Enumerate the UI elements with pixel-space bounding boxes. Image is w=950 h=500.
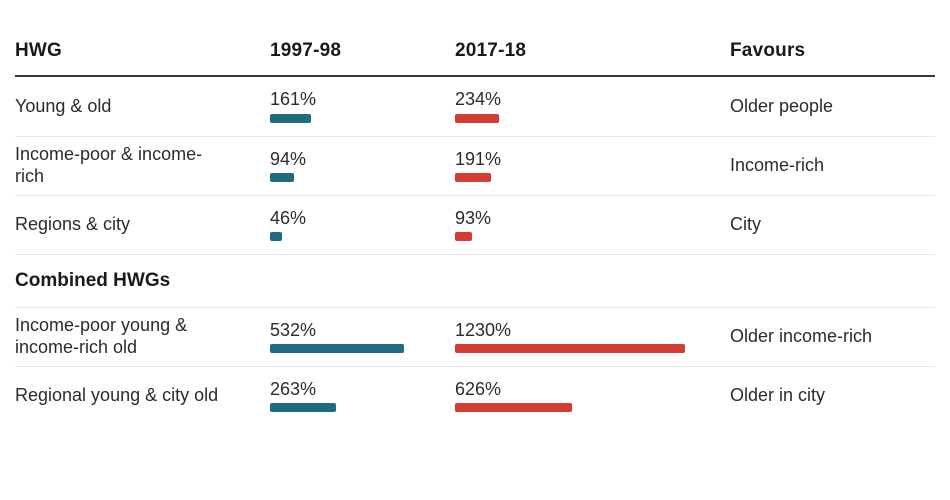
table-row: Young & old 161% 234% Older people bbox=[15, 77, 935, 136]
bar-2017 bbox=[455, 403, 573, 413]
value-label-2017: 1230% bbox=[455, 319, 512, 340]
value-cell-1997: 94% bbox=[270, 148, 455, 183]
value-cell-2017: 191% bbox=[455, 148, 730, 183]
table-header-row: HWG 1997-98 2017-18 Favours bbox=[15, 26, 935, 77]
value-label-1997: 46% bbox=[270, 207, 307, 228]
row-label: Income-poor & income-rich bbox=[15, 144, 203, 186]
column-header-favours: Favours bbox=[730, 39, 806, 61]
section-title: Combined HWGs bbox=[15, 270, 171, 291]
value-label-2017: 626% bbox=[455, 378, 502, 399]
bar-2017 bbox=[455, 173, 491, 183]
value-cell-2017: 1230% bbox=[455, 319, 730, 354]
bar-2017 bbox=[455, 232, 473, 242]
column-header-1997-98: 1997-98 bbox=[270, 39, 342, 61]
table-row: Income-poor young & income-rich old 532%… bbox=[15, 307, 935, 366]
row-label: Young & old bbox=[15, 95, 112, 116]
favours-label: Older people bbox=[730, 95, 834, 116]
section-header-row: Combined HWGs bbox=[15, 254, 935, 307]
favours-label: City bbox=[730, 214, 761, 235]
bar-1997 bbox=[270, 344, 405, 354]
bar-1997 bbox=[270, 403, 337, 413]
favours-label: Income-rich bbox=[730, 155, 825, 176]
row-label: Income-poor young & income-rich old bbox=[15, 315, 188, 357]
row-label: Regional young & city old bbox=[15, 385, 219, 406]
value-cell-1997: 46% bbox=[270, 207, 455, 242]
value-cell-1997: 532% bbox=[270, 319, 455, 354]
value-cell-2017: 626% bbox=[455, 378, 730, 413]
favours-label: Older income-rich bbox=[730, 326, 873, 347]
bar-2017 bbox=[455, 344, 685, 354]
column-header-2017-18: 2017-18 bbox=[455, 39, 527, 61]
row-label: Regions & city bbox=[15, 214, 131, 235]
value-cell-2017: 234% bbox=[455, 89, 730, 123]
value-cell-1997: 263% bbox=[270, 378, 455, 413]
bar-1997 bbox=[270, 232, 282, 242]
bar-1997 bbox=[270, 113, 311, 123]
bar-1997 bbox=[270, 173, 294, 183]
value-label-2017: 234% bbox=[455, 89, 502, 110]
column-header-hwg: HWG bbox=[15, 39, 63, 61]
table-row: Regional young & city old 263% 626% Olde… bbox=[15, 366, 935, 425]
bar-2017 bbox=[455, 113, 499, 123]
value-label-2017: 191% bbox=[455, 148, 502, 169]
value-label-2017: 93% bbox=[455, 207, 492, 228]
value-label-1997: 532% bbox=[270, 319, 317, 340]
value-label-1997: 161% bbox=[270, 89, 317, 110]
value-label-1997: 94% bbox=[270, 148, 307, 169]
value-cell-2017: 93% bbox=[455, 207, 730, 242]
value-label-1997: 263% bbox=[270, 378, 317, 399]
value-cell-1997: 161% bbox=[270, 89, 455, 123]
table-row: Income-poor & income-rich 94% 191% Incom… bbox=[15, 136, 935, 195]
favours-label: Older in city bbox=[730, 385, 826, 406]
table-row: Regions & city 46% 93% City bbox=[15, 195, 935, 254]
